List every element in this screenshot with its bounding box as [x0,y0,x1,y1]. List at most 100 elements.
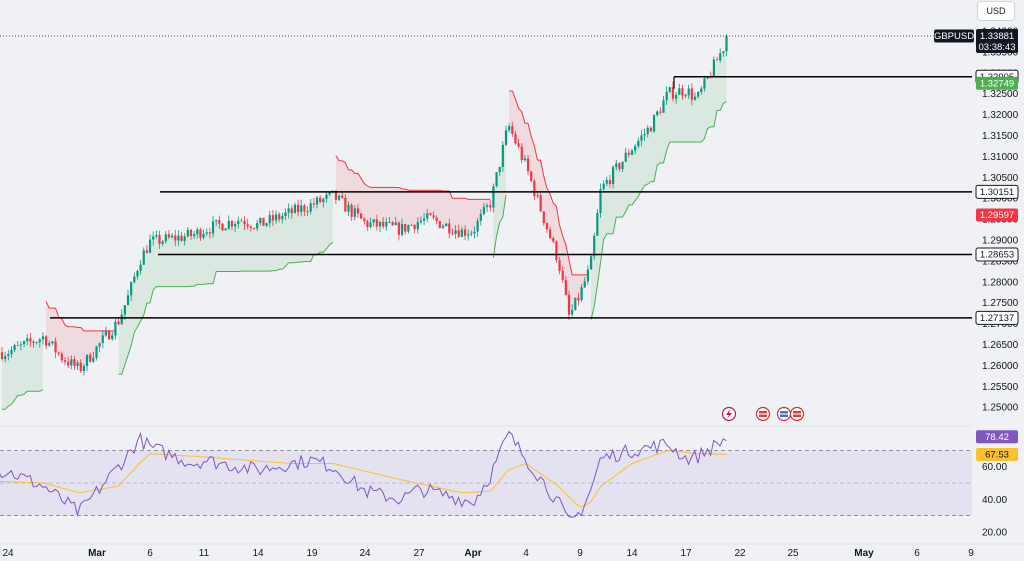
supertrend-down-line [509,90,588,276]
candle-body [120,314,123,325]
uk-us-flag-icon[interactable] [755,406,771,422]
candle-body [205,232,208,234]
candle-body [208,232,211,234]
candle-body [558,260,561,271]
candle [67,356,70,369]
candle [675,91,678,104]
candle-body [489,205,492,208]
candle [252,227,256,230]
level-badge-3[interactable]: 1.28653 [975,247,1019,262]
candle-body [123,305,126,315]
rsi-ma-value-badge[interactable]: 67.53 [976,447,1018,461]
candle [171,232,174,239]
candle-body [161,241,164,244]
candle [419,216,423,225]
candle [136,269,139,280]
supertrend-badge[interactable]: 1.32749 [976,76,1018,90]
candle-body [363,218,366,222]
candle-body [454,230,457,234]
candle [586,265,589,285]
lightning-icon[interactable] [721,406,737,422]
rsi-ma-value-badge-bg [976,447,1018,461]
candle [271,210,274,227]
us-flag-icon[interactable] [776,406,792,422]
candle-body [656,111,659,116]
candle-body [627,152,630,155]
candle [202,229,205,240]
uk-flag-icon[interactable] [789,406,805,422]
candle [649,126,652,132]
candle [627,149,630,158]
candle-body [202,233,205,238]
candle-body [583,281,586,288]
candle-body [715,59,719,61]
candle [504,125,508,147]
supertrend-down-badge[interactable]: 1.29597 [976,208,1018,222]
candle [445,222,448,227]
candle-body [139,264,142,271]
candle [199,227,202,241]
candle-body [158,234,161,244]
candle-body [4,356,7,360]
price-axis-panel [972,0,1024,561]
date-tick-label: 22 [734,548,746,559]
candle [668,86,671,93]
candle [366,219,369,231]
candle [448,218,451,239]
candle [303,204,306,216]
candle-body [410,224,413,226]
candle-body [218,219,221,224]
symbol-tag[interactable]: GBPUSD [934,29,974,43]
candle-body [142,250,145,265]
candle [382,216,385,229]
candle-body [287,208,290,213]
candle-body [249,226,252,228]
level-badge-2[interactable]: 1.30151 [975,184,1019,199]
candle [375,214,378,231]
candle [407,224,410,234]
rsi-value-badge[interactable]: 78.42 [976,430,1018,444]
symbol-tag-bg [934,29,974,43]
price-tick-label: 1.25000 [982,403,1019,414]
candle [293,202,297,214]
candle-body [523,158,526,161]
candle [10,345,13,358]
candle-body [211,221,215,234]
level-badge-4[interactable]: 1.27137 [975,310,1019,325]
candle [347,201,350,217]
candle-body [29,338,32,342]
candle [640,130,643,147]
candle [630,148,634,156]
candle [385,217,388,231]
candle-body [413,224,416,230]
candle [514,130,517,145]
candle-body [640,135,643,141]
candle [360,212,363,219]
candle [287,203,290,219]
candle [498,166,501,176]
supertrend-up-fill [591,43,727,320]
candle [697,91,700,99]
candle [281,212,284,224]
candle-body [542,211,545,224]
candle [508,123,511,133]
candle-body [133,276,136,283]
candle-body [237,220,240,224]
candle-body [596,212,599,236]
currency-button[interactable]: USD [977,1,1015,21]
candle [98,342,101,352]
candle [215,219,218,226]
candle-body [372,219,375,223]
supertrend-down-line [45,301,116,332]
candle [634,143,637,155]
date-tick-label: 17 [680,548,692,559]
candle [0,346,4,361]
candle-body [227,220,230,229]
candle-body [514,133,517,144]
candle [234,221,237,233]
candle-body [530,171,533,181]
candle-body [687,88,690,96]
candle [193,230,196,240]
